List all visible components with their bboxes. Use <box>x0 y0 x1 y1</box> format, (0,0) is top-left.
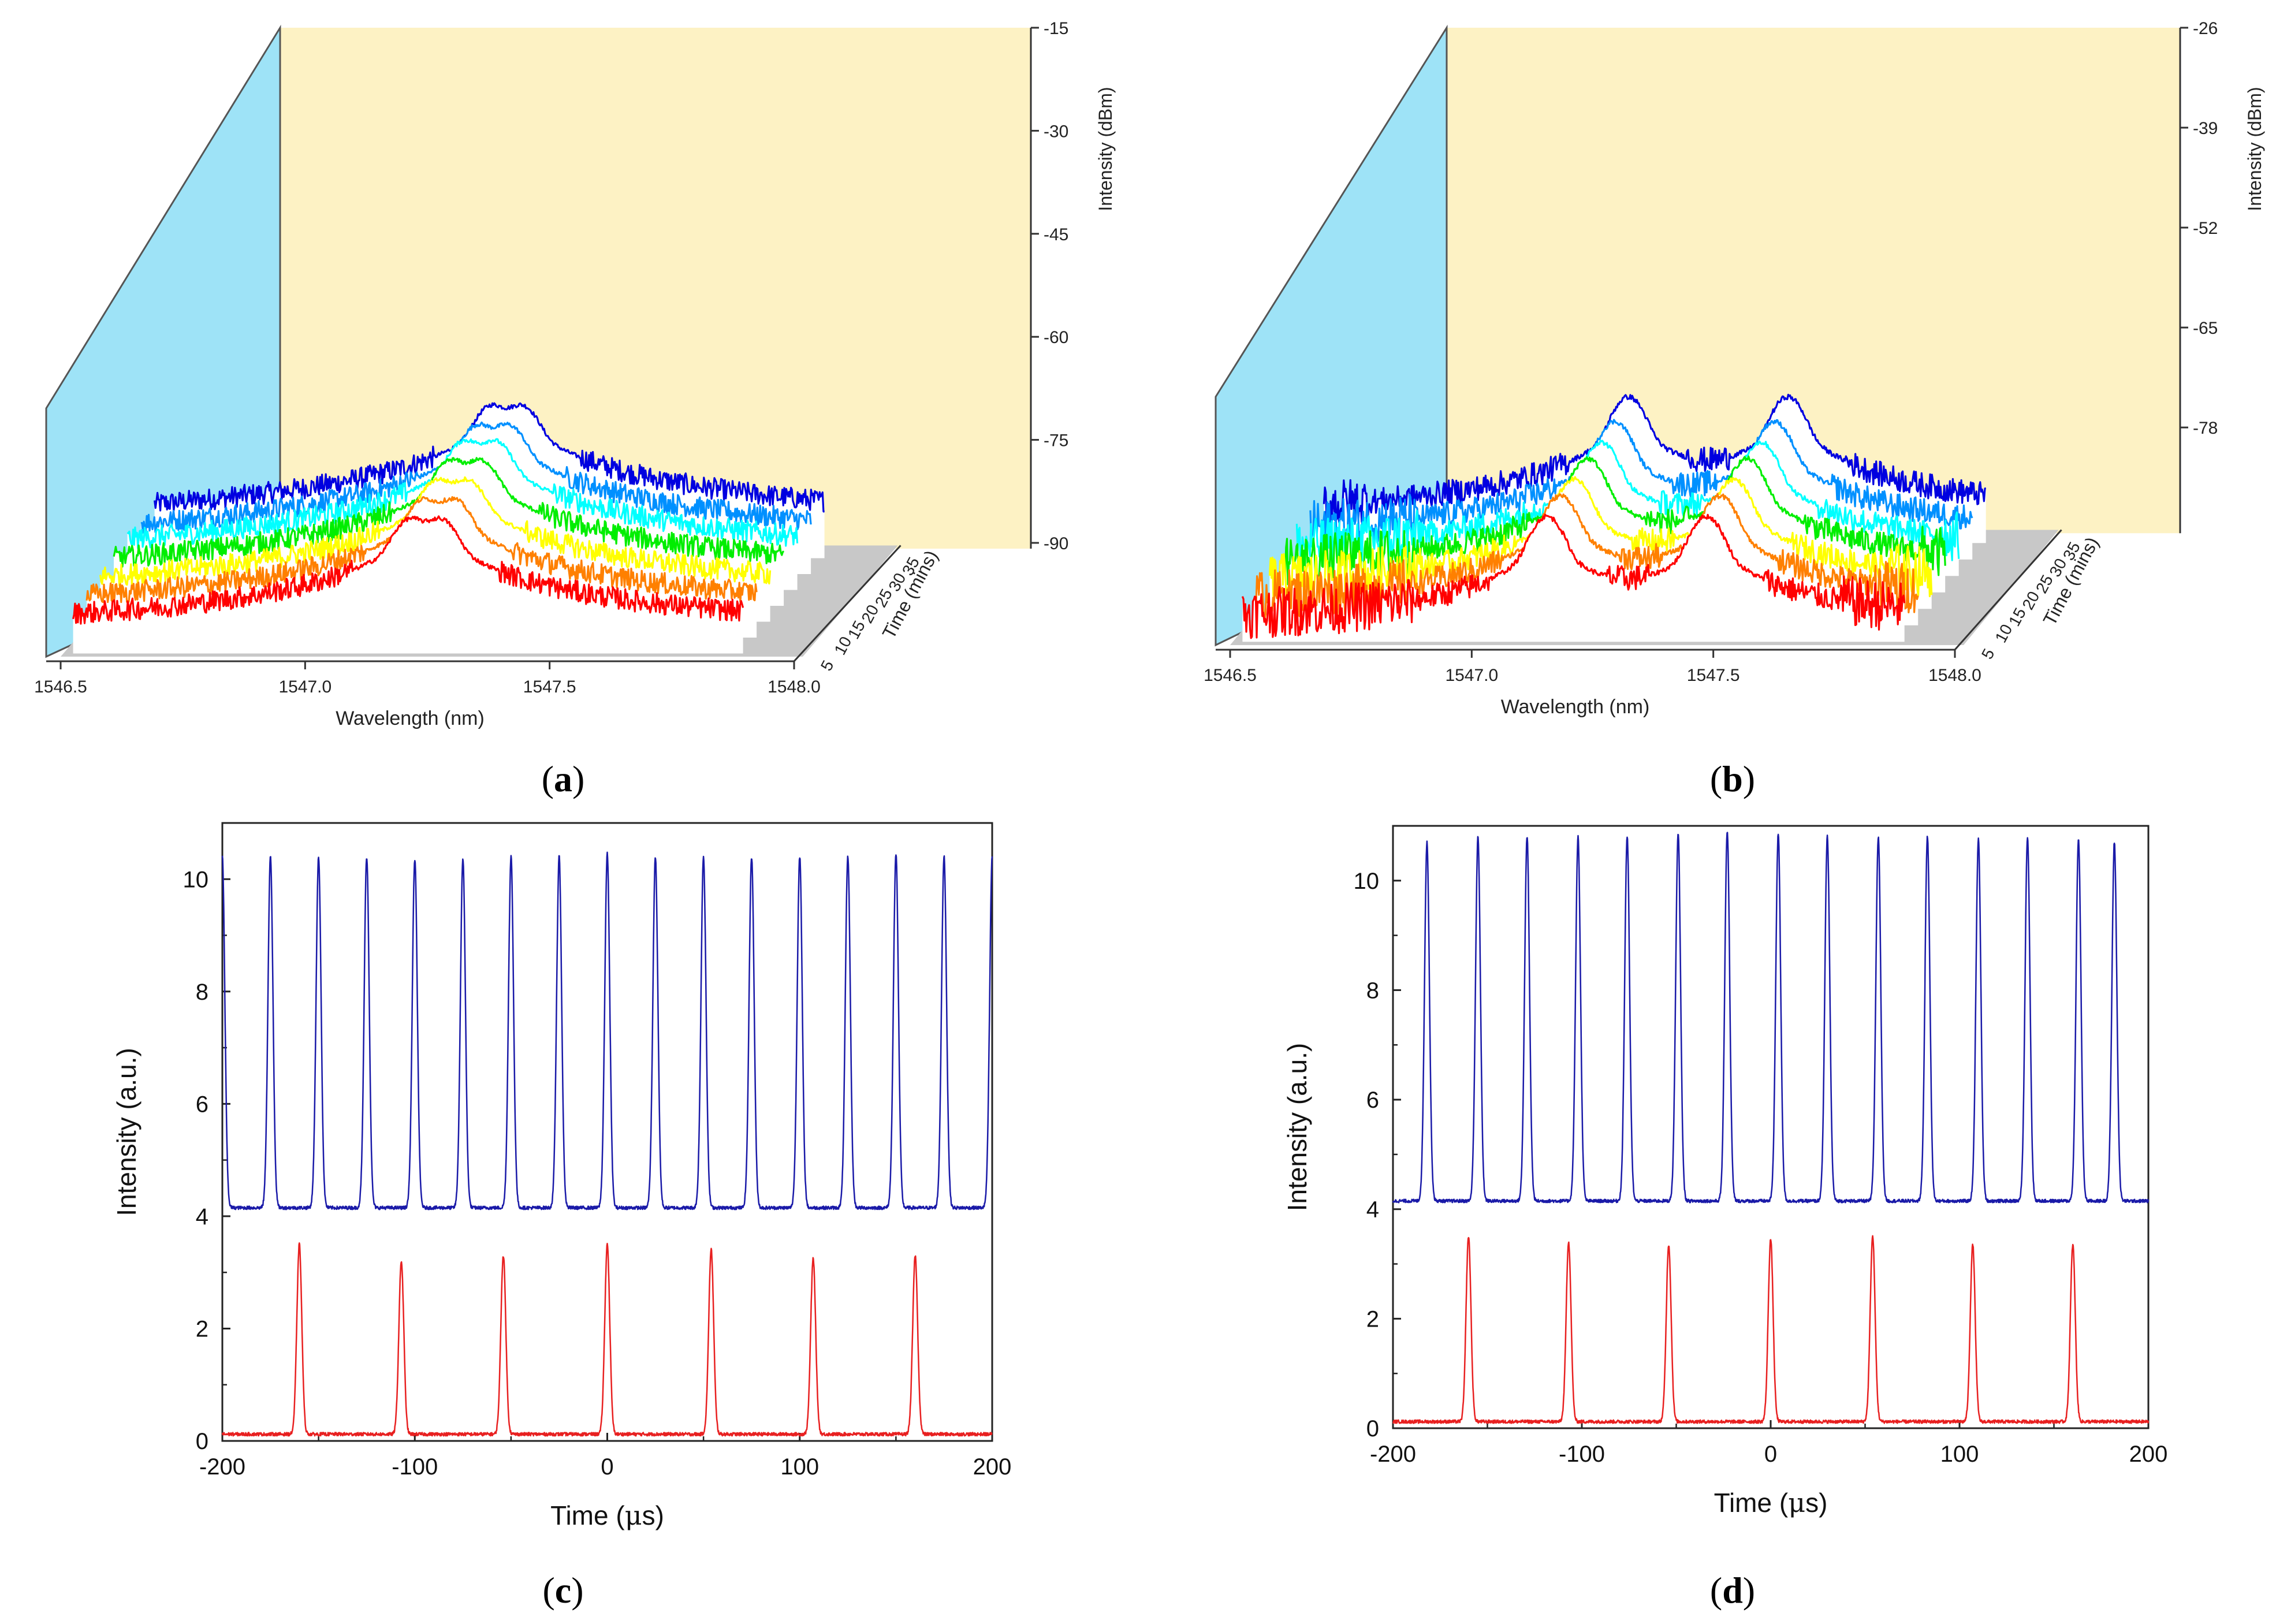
panel-d-y-tick-label: 6 <box>1366 1087 1379 1113</box>
panel-b-z-tick-label: -39 <box>2193 119 2218 138</box>
panel-d-x-axis-label: Time (μs) <box>1714 1487 1828 1518</box>
panel-c-red-trace <box>221 1242 993 1437</box>
panel-d-x-tick-label: 0 <box>1764 1442 1777 1467</box>
panel-label-b: (b) <box>1710 758 1755 799</box>
panel-d-x-tick-label: 100 <box>1940 1442 1979 1467</box>
panel-c-x-axis-label: Time (μs) <box>550 1500 664 1531</box>
panel-b-z-axis-label: Intensity (dBm) <box>2244 87 2265 211</box>
panel-b-z-tick-label: -78 <box>2193 419 2218 438</box>
panel-b-x-tick-label: 1548.0 <box>1928 666 1981 685</box>
panel-a-x-tick-label: 1547.5 <box>523 677 576 696</box>
panel-a-y-tick-label: 5 <box>817 657 837 673</box>
panel-c-chart: -200 -100 0 100 200 0 2 4 6 8 10 Time (μs) Intensity… <box>111 822 1012 1531</box>
panel-c-x-tick-label: 0 <box>601 1454 613 1480</box>
panel-c-x-tick-label: 100 <box>780 1454 819 1480</box>
panel-c-y-axis-label: Intensity (a.u.) <box>111 1048 141 1216</box>
panel-d-blue-trace <box>1392 832 2150 1204</box>
panel-d-x-tick-label: -200 <box>1370 1442 1416 1467</box>
panel-c-y-tick-label: 2 <box>196 1316 208 1342</box>
panel-d-y-tick-label: 4 <box>1366 1197 1379 1223</box>
panel-c-y-tick-label: 0 <box>196 1429 208 1454</box>
panel-a-series-line <box>72 515 744 625</box>
panel-a-series-mask <box>73 516 743 654</box>
panel-a-z-tick-label: -75 <box>1044 431 1068 450</box>
panel-a-x-axis-label: Wavelength (nm) <box>336 707 485 729</box>
panel-c-x-tick-label: 200 <box>973 1454 1012 1480</box>
panel-d-x-tick-label: -100 <box>1559 1442 1605 1467</box>
panel-d-y-tick-label: 10 <box>1354 869 1380 894</box>
panel-c-y-tick-label: 8 <box>196 979 208 1005</box>
panel-b-z-tick-label: -26 <box>2193 19 2218 38</box>
panel-d-red-trace <box>1392 1235 2150 1424</box>
panel-a-series-line <box>154 402 825 513</box>
panel-b-x-tick-label: 1547.0 <box>1445 666 1498 685</box>
panel-c-blue-trace <box>221 851 993 1210</box>
panel-a-x-tick-label: 1546.5 <box>34 677 87 696</box>
panel-a-back-wall <box>280 28 1031 549</box>
panel-a-z-tick-label: -45 <box>1044 225 1068 244</box>
panel-label-d: (d) <box>1710 1570 1755 1611</box>
panel-b-chart: -26 -39 -52 -65 -78 Intensity (dBm) 1546.5 1547… <box>1204 19 2265 718</box>
panel-d-y-tick-label: 8 <box>1366 978 1379 1003</box>
panel-a-y-axis-line <box>793 545 902 662</box>
panel-b-x-axis-label: Wavelength (nm) <box>1501 696 1650 718</box>
panel-a-z-tick-label: -15 <box>1044 19 1068 38</box>
panel-c-y-tick-label: 10 <box>183 867 209 892</box>
panel-a-z-tick-label: -30 <box>1044 122 1068 141</box>
panel-b-x-tick-label: 1547.5 <box>1687 666 1740 685</box>
panel-a-z-tick-label: -60 <box>1044 328 1068 347</box>
panel-c-y-tick-label: 6 <box>196 1092 208 1117</box>
panel-d-plot-frame <box>1392 825 2150 1429</box>
panel-b-series-line <box>1323 393 1987 528</box>
panel-a-chart: -15 -30 -45 -60 -75 -90 Intensity (dBm) 1546.5 1… <box>34 19 1116 729</box>
panel-b-series-line <box>1241 513 1906 639</box>
panel-d-y-axis-label: Intensity (a.u.) <box>1282 1043 1312 1211</box>
panel-b-y-axis-line <box>1954 529 2062 650</box>
panel-a-z-tick-label: -90 <box>1044 534 1068 553</box>
panel-a-x-tick-label: 1547.0 <box>278 677 331 696</box>
panel-d-y-tick-label: 2 <box>1366 1306 1379 1332</box>
panel-label-a: (a) <box>542 758 585 799</box>
panel-a-series-line <box>85 496 758 604</box>
panel-c-x-tick-label: -100 <box>392 1454 438 1480</box>
panel-b-series-line <box>1282 455 1946 586</box>
panel-d-y-tick-label: 0 <box>1366 1416 1379 1442</box>
panel-b-series-line <box>1309 419 1973 550</box>
panel-d-chart: -200 -100 0 100 200 0 2 4 6 8 10 Time (μs) Intensity… <box>1282 825 2168 1518</box>
panel-c-x-tick-label: -200 <box>199 1454 245 1480</box>
panel-a-series-line <box>126 438 799 549</box>
panel-c-plot-frame <box>221 822 993 1442</box>
panel-b-x-tick-label: 1546.5 <box>1204 666 1257 685</box>
panel-a-series-line <box>113 457 785 568</box>
panel-b-z-tick-label: -65 <box>2193 319 2218 338</box>
panel-a-z-axis-label: Intensity (dBm) <box>1095 87 1116 211</box>
panel-a-x-tick-label: 1548.0 <box>768 677 821 696</box>
panel-a-series-line <box>140 421 812 534</box>
panel-label-c: (c) <box>542 1570 583 1611</box>
panel-b-z-tick-label: -52 <box>2193 219 2218 238</box>
panel-c-y-tick-label: 4 <box>196 1204 208 1230</box>
panel-b-series-line <box>1295 439 1960 567</box>
panel-b-y-tick-label: 5 <box>1978 646 1998 662</box>
panel-a-series-line <box>99 476 772 587</box>
panel-d-x-tick-label: 200 <box>2129 1442 2168 1467</box>
